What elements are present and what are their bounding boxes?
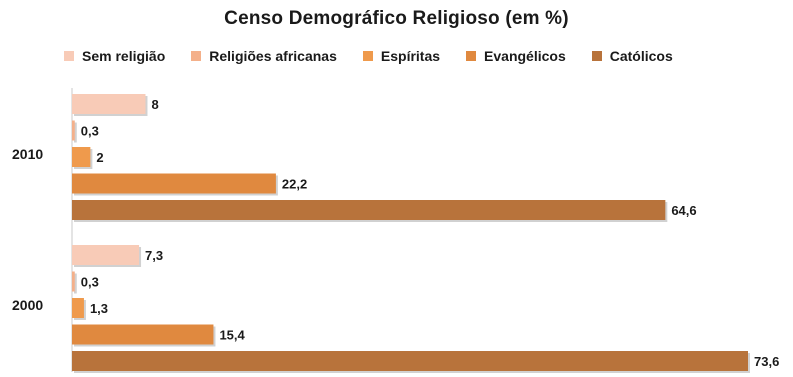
data-label: 0,3 [81,275,99,290]
bar [72,147,90,167]
bar [72,351,748,371]
bar [72,272,75,292]
data-label: 7,3 [145,248,163,263]
bar [72,94,145,114]
data-label: 15,4 [219,328,245,343]
data-label: 64,6 [671,203,696,218]
bar [72,325,213,345]
data-label: 2 [96,150,103,165]
data-label: 0,3 [81,124,99,139]
bar [72,121,75,141]
bar [72,298,84,318]
data-label: 8 [151,97,158,112]
bar [72,245,139,265]
category-label: 2010 [12,146,43,162]
bar [72,174,276,194]
bar [72,200,665,220]
data-label: 22,2 [282,177,307,192]
data-label: 73,6 [754,354,779,369]
category-label: 2000 [12,297,43,313]
data-label: 1,3 [90,301,108,316]
